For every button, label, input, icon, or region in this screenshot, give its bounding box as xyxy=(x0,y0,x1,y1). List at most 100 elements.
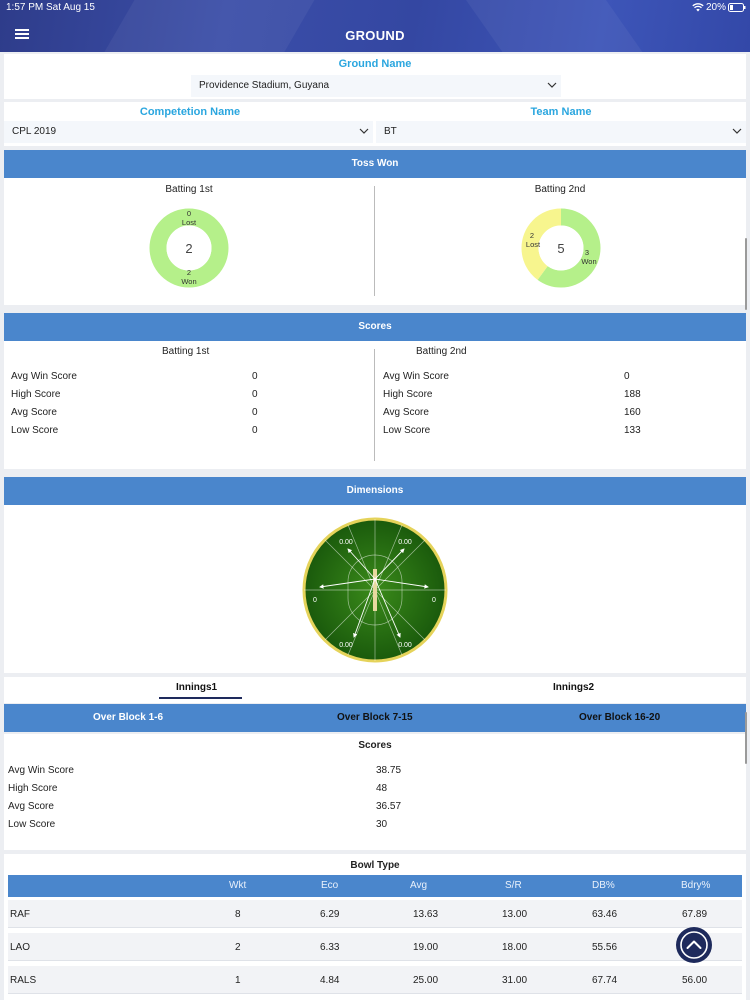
chevron-up-circle-icon xyxy=(680,931,708,959)
ground-card: Ground Name Providence Stadium, Guyana xyxy=(4,54,746,99)
page-title: GROUND xyxy=(345,28,405,43)
stat-value: 0 xyxy=(252,425,258,436)
donut-won-segment xyxy=(149,208,229,288)
wifi-icon xyxy=(692,3,704,12)
tab-innings1[interactable]: Innings1 xyxy=(176,682,218,693)
tab-over-block-7-15[interactable]: Over Block 7-15 xyxy=(337,712,413,723)
stat-value: 0 xyxy=(252,389,258,400)
donut2-total: 5 xyxy=(557,241,564,256)
db-cell: 63.46 xyxy=(592,909,618,920)
cricket-field-diagram: 0.00 0.00 0 0 0.00 0.00 xyxy=(302,517,448,663)
donut1-lost-label: Lost xyxy=(182,218,197,227)
stat-label: High Score xyxy=(11,389,61,400)
stat-label: Avg Score xyxy=(383,407,429,418)
donut1-won-label: Won xyxy=(181,277,196,286)
stat-label: Avg Score xyxy=(11,407,57,418)
stat-label: Avg Win Score xyxy=(8,765,74,776)
ground-value: Providence Stadium, Guyana xyxy=(199,80,330,91)
stat-value: 30 xyxy=(376,819,388,830)
donut-lost-segment xyxy=(521,208,601,288)
over-block-tabs: Over Block 1-6 Over Block 7-15 Over Bloc… xyxy=(4,704,746,732)
team-label: Team Name xyxy=(530,106,592,118)
stat-label: Low Score xyxy=(383,425,431,436)
db-cell: 67.74 xyxy=(592,975,618,986)
avg-cell: 13.63 xyxy=(413,909,439,920)
col-header: Bdry% xyxy=(681,880,711,891)
stat-value: 48 xyxy=(376,783,388,794)
tab-over-block-1-6[interactable]: Over Block 1-6 xyxy=(93,712,164,723)
stat-label: High Score xyxy=(383,389,433,400)
tab-innings2[interactable]: Innings2 xyxy=(553,682,595,693)
wkt-cell: 1 xyxy=(235,975,241,986)
avg-cell: 19.00 xyxy=(413,942,439,953)
ground-select[interactable]: Providence Stadium, Guyana xyxy=(191,75,561,97)
eco-cell: 6.29 xyxy=(320,909,340,920)
stat-value: 36.57 xyxy=(376,801,402,812)
scores-batting2-label: Batting 2nd xyxy=(416,346,467,357)
table-row: RALS 1 4.84 25.00 31.00 67.74 56.00 xyxy=(8,966,742,994)
batting2-donut: 5 2 Lost 3 Won xyxy=(521,208,601,288)
toss-batting1-label: Batting 1st xyxy=(165,184,213,195)
scores-header: Scores xyxy=(4,313,746,341)
wkt-cell: 2 xyxy=(235,942,241,953)
toss-won-header: Toss Won xyxy=(4,150,746,178)
stat-label: Avg Win Score xyxy=(383,371,449,382)
donut2-won-count: 3 xyxy=(585,248,589,257)
stat-value: 133 xyxy=(624,425,641,436)
filters-card: Competetion Name Team Name CPL 2019 BT xyxy=(4,102,746,146)
competition-label: Competetion Name xyxy=(139,106,241,118)
donut2-won-label: Won xyxy=(581,257,596,266)
table-row: LAO 2 6.33 19.00 18.00 55.56 xyxy=(8,933,742,961)
sr-cell: 13.00 xyxy=(502,909,528,920)
block-scores-card: Scores Avg Win Score 38.75 High Score 48… xyxy=(4,734,746,850)
bowl-type-cell: RALS xyxy=(10,975,37,986)
status-date: Sat Aug 15 xyxy=(46,2,95,13)
bowl-type-cell: LAO xyxy=(10,942,31,953)
app-header: 1:57 PM Sat Aug 15 20% GROUND xyxy=(0,0,750,52)
toss-batting2-label: Batting 2nd xyxy=(534,184,586,195)
bdry-cell: 56.00 xyxy=(682,975,708,986)
col-header: Avg xyxy=(410,880,428,891)
stat-label: Low Score xyxy=(11,425,59,436)
dim-bottom-right: 0.00 xyxy=(398,642,412,649)
batting1-donut: 2 0 Lost 2 Won xyxy=(149,208,229,288)
dim-bottom-left: 0.00 xyxy=(339,642,353,649)
team-value: BT xyxy=(384,126,397,137)
status-time: 1:57 PM xyxy=(6,2,44,13)
dimensions-card: 0.00 0.00 0 0 0.00 0.00 xyxy=(4,505,746,673)
donut1-lost-count: 0 xyxy=(187,209,191,218)
col-header: DB% xyxy=(592,880,615,891)
battery-icon xyxy=(728,3,746,12)
stat-value: 0 xyxy=(624,371,630,382)
bowl-type-title: Bowl Type xyxy=(350,860,400,871)
table-row: RAF 8 6.29 13.63 13.00 63.46 67.89 xyxy=(8,900,742,928)
scores-card: Batting 1st Batting 2nd Avg Win Score 0 … xyxy=(4,341,746,469)
active-tab-indicator xyxy=(159,697,242,699)
donut-center xyxy=(166,225,212,271)
col-header: Wkt xyxy=(229,880,247,891)
bowl-type-table-header: Wkt Eco Avg S/R DB% Bdry% xyxy=(8,875,742,897)
team-select[interactable]: BT xyxy=(376,121,746,143)
tab-over-block-16-20[interactable]: Over Block 16-20 xyxy=(579,712,661,723)
competition-value: CPL 2019 xyxy=(12,126,57,137)
eco-cell: 6.33 xyxy=(320,942,340,953)
stat-label: Avg Score xyxy=(8,801,54,812)
dim-top-left: 0.00 xyxy=(339,539,353,546)
scrollbar-toss[interactable] xyxy=(745,238,747,310)
scrollbar-main[interactable] xyxy=(745,712,747,764)
divider xyxy=(374,349,375,461)
hamburger-icon[interactable] xyxy=(15,29,29,39)
divider xyxy=(374,186,375,296)
bdry-cell: 67.89 xyxy=(682,909,708,920)
stat-label: Low Score xyxy=(8,819,56,830)
competition-select[interactable]: CPL 2019 xyxy=(4,121,373,143)
bowl-type-cell: RAF xyxy=(10,909,30,920)
block-scores-title: Scores xyxy=(358,740,392,751)
col-header: Eco xyxy=(321,880,339,891)
wkt-cell: 8 xyxy=(235,909,241,920)
sr-cell: 18.00 xyxy=(502,942,528,953)
avg-cell: 25.00 xyxy=(413,975,439,986)
stat-label: High Score xyxy=(8,783,58,794)
stat-value: 0 xyxy=(252,371,258,382)
scroll-top-button[interactable] xyxy=(676,927,712,963)
